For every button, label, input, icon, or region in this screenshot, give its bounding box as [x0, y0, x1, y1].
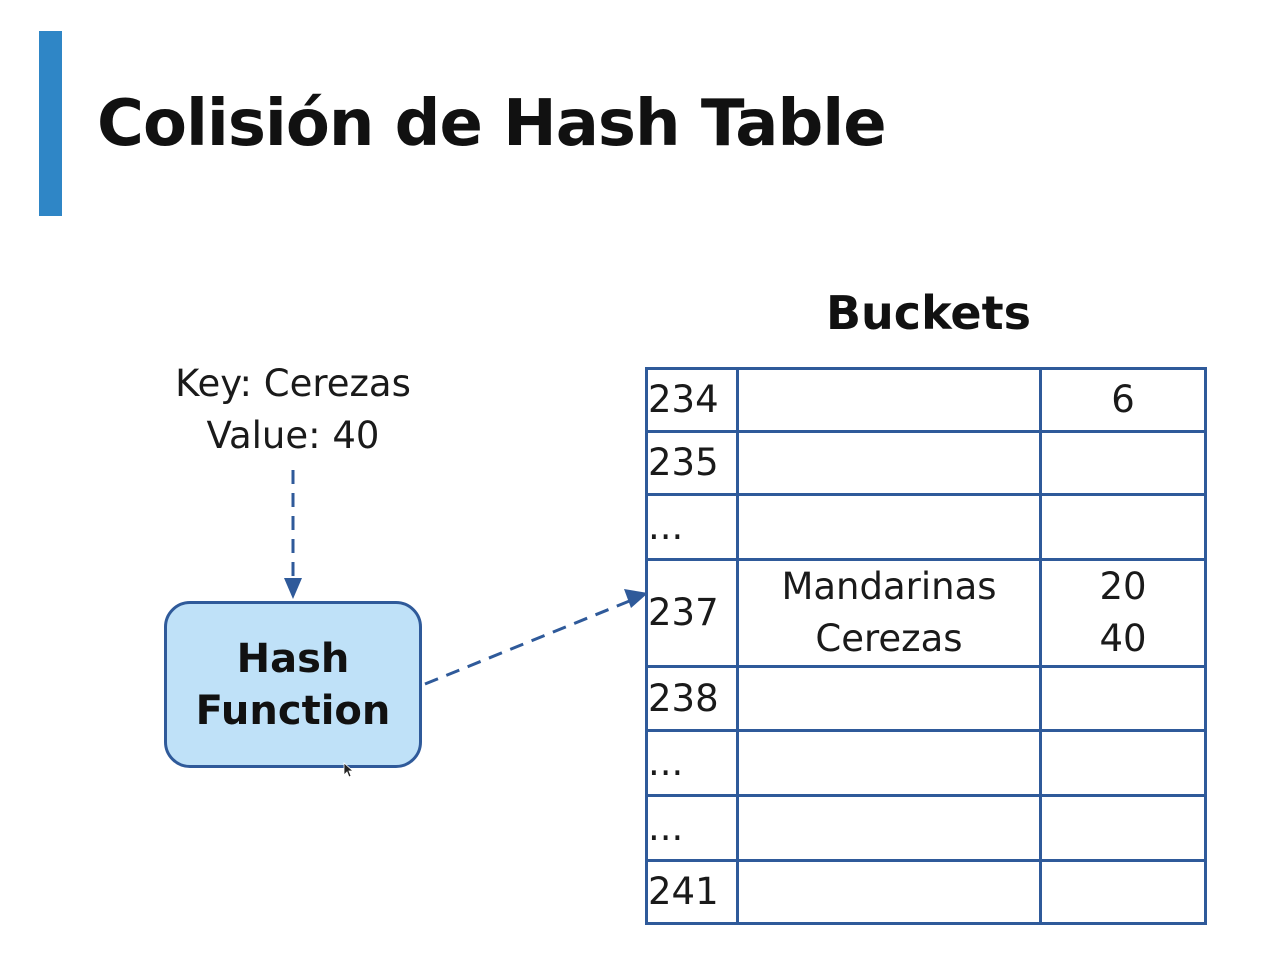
- bucket-value: 20: [1099, 565, 1147, 608]
- bucket-values: [1039, 729, 1207, 797]
- bucket-values: 20 40: [1039, 558, 1207, 668]
- bucket-keys: [736, 430, 1042, 496]
- bucket-row: ...: [645, 794, 1207, 862]
- bucket-index-label: ...: [648, 505, 684, 548]
- key-label: Key: Cerezas: [175, 362, 411, 405]
- bucket-index-label: 235: [648, 441, 719, 484]
- bucket-values: 6: [1039, 367, 1207, 433]
- bucket-value: 6: [1111, 378, 1135, 421]
- bucket-value: 40: [1099, 617, 1147, 660]
- key-value-input: Key: Cerezas Value: 40: [143, 358, 443, 462]
- bucket-index: 238: [645, 665, 739, 732]
- bucket-index: 235: [645, 430, 739, 496]
- buckets-table: 234 6 235... 237 Mandarinas Cerezas 20 40 238...…: [645, 367, 1207, 925]
- hash-function-label-line1: Hash: [236, 635, 350, 682]
- bucket-key: Cerezas: [815, 617, 963, 660]
- bucket-index: ...: [645, 794, 739, 862]
- bucket-values: [1039, 493, 1207, 561]
- bucket-values: [1039, 665, 1207, 732]
- bucket-row: 237 Mandarinas Cerezas 20 40: [645, 558, 1207, 668]
- bucket-keys: [736, 729, 1042, 797]
- bucket-row: 241: [645, 859, 1207, 925]
- bucket-index: ...: [645, 493, 739, 561]
- bucket-row: ...: [645, 493, 1207, 561]
- bucket-index-label: ...: [648, 806, 684, 849]
- key-to-hash-arrowhead: [284, 578, 302, 599]
- bucket-keys: Mandarinas Cerezas: [736, 558, 1042, 668]
- bucket-keys: [736, 665, 1042, 732]
- bucket-row: ...: [645, 729, 1207, 797]
- bucket-row: 235: [645, 430, 1207, 496]
- bucket-keys: [736, 367, 1042, 433]
- hash-function-label-line2: Function: [195, 687, 391, 734]
- accent-bar: [39, 31, 62, 216]
- bucket-keys: [736, 859, 1042, 925]
- slide-title: Colisión de Hash Table: [97, 87, 887, 161]
- bucket-row: 234 6: [645, 367, 1207, 433]
- bucket-index-label: 237: [648, 591, 719, 634]
- bucket-values: [1039, 859, 1207, 925]
- hash-to-bucket-arrow: [424, 598, 633, 686]
- bucket-key: Mandarinas: [781, 565, 997, 608]
- bucket-values: [1039, 794, 1207, 862]
- bucket-index: ...: [645, 729, 739, 797]
- mouse-cursor-icon: [343, 762, 353, 778]
- bucket-index-label: ...: [648, 741, 684, 784]
- bucket-keys: [736, 493, 1042, 561]
- bucket-index: 237: [645, 558, 739, 668]
- bucket-row: 238: [645, 665, 1207, 732]
- bucket-keys: [736, 794, 1042, 862]
- bucket-index-label: 241: [648, 870, 719, 913]
- bucket-index: 234: [645, 367, 739, 433]
- hash-function-box: Hash Function: [164, 601, 422, 768]
- bucket-index-label: 238: [648, 676, 719, 720]
- value-label: Value: 40: [206, 414, 380, 457]
- bucket-values: [1039, 430, 1207, 496]
- buckets-title: Buckets: [826, 286, 1032, 340]
- bucket-index: 241: [645, 859, 739, 925]
- hash-to-bucket-arrowhead: [624, 589, 648, 608]
- bucket-index-label: 234: [648, 378, 719, 421]
